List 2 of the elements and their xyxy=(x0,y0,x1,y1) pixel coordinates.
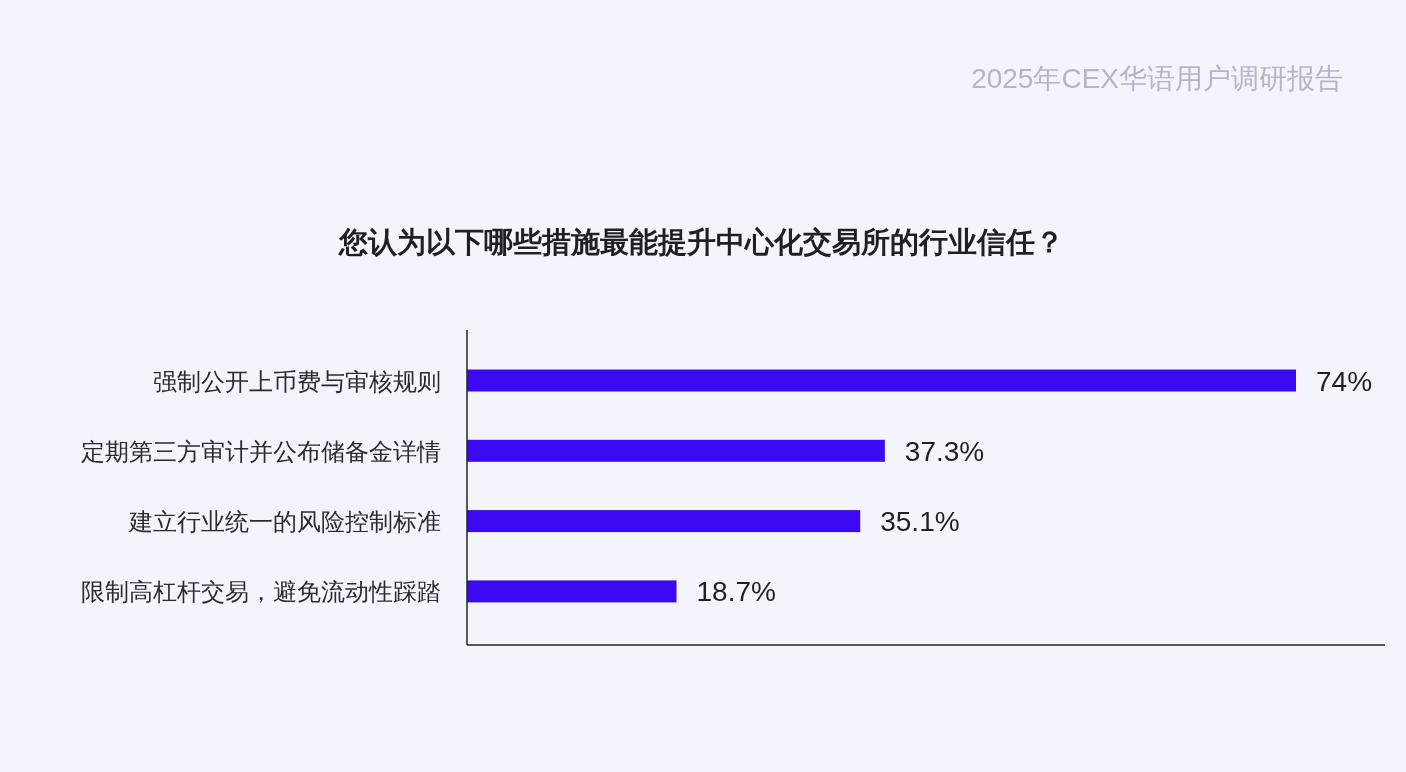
title: 您认为以下哪些措施最能提升中心化交易所的行业信任？ xyxy=(338,226,1064,258)
annotation: 2025年CEX华语用户调研报告 xyxy=(971,63,1343,94)
